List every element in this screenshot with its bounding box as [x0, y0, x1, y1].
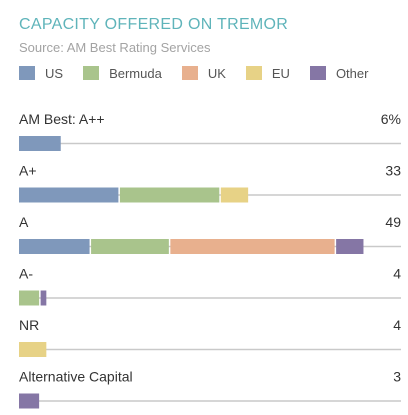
legend-item-other: Other [309, 65, 369, 81]
row-label-aplus: A+ [19, 163, 37, 179]
chart-legend: US Bermuda UK EU Other [19, 64, 388, 82]
legend-swatch-bermuda [83, 66, 100, 80]
legend-item-eu: EU [245, 65, 290, 81]
row-value-aplus: 33 [385, 163, 401, 179]
bar-aplus-bermuda [119, 187, 220, 203]
row-value-am-best-aplusplus: 6% [381, 111, 401, 127]
legend-item-uk: UK [181, 65, 226, 81]
row-label-alternative-capital: Alternative Capital [19, 369, 133, 385]
chart-subtitle: Source: AM Best Rating Services [19, 40, 211, 55]
row-label-am-best-aplusplus: AM Best: A++ [19, 111, 105, 127]
row-value-nr: 4 [393, 317, 401, 333]
bar-nr-eu [19, 342, 47, 357]
row-label-a: A [19, 214, 29, 230]
row-value-alternative-capital: 3 [393, 369, 401, 385]
bar-aplus-eu [220, 187, 249, 203]
row-label-nr: NR [19, 317, 39, 333]
row-value-a: 49 [385, 214, 401, 230]
bar-a-other [336, 239, 364, 254]
legend-swatch-other [309, 66, 326, 80]
legend-label-eu: EU [271, 65, 290, 81]
bar-a-other [40, 290, 47, 306]
legend-swatch-eu [245, 66, 262, 80]
legend-swatch-uk [181, 66, 198, 80]
row-value-a: 4 [393, 266, 401, 282]
bar-a-uk [170, 239, 335, 254]
bar-a-bermuda [19, 290, 40, 306]
bar-a-us [19, 239, 90, 254]
bar-aplus-us [19, 187, 119, 203]
legend-label-other: Other [335, 65, 369, 81]
chart-title: CAPACITY OFFERED ON TREMOR [19, 16, 289, 33]
bar-alternative-capital-other [19, 393, 40, 409]
legend-item-bermuda: Bermuda [83, 66, 162, 81]
bar-am-best-aplusplus-us [19, 136, 61, 151]
legend-swatch-us [19, 66, 35, 80]
legend-label-bermuda: Bermuda [109, 65, 162, 81]
bar-a-bermuda [91, 239, 169, 254]
legend-label-us: US [45, 65, 64, 81]
legend-label-uk: UK [207, 65, 226, 81]
legend-item-us: US [19, 66, 63, 81]
row-label-a: A- [19, 266, 33, 282]
